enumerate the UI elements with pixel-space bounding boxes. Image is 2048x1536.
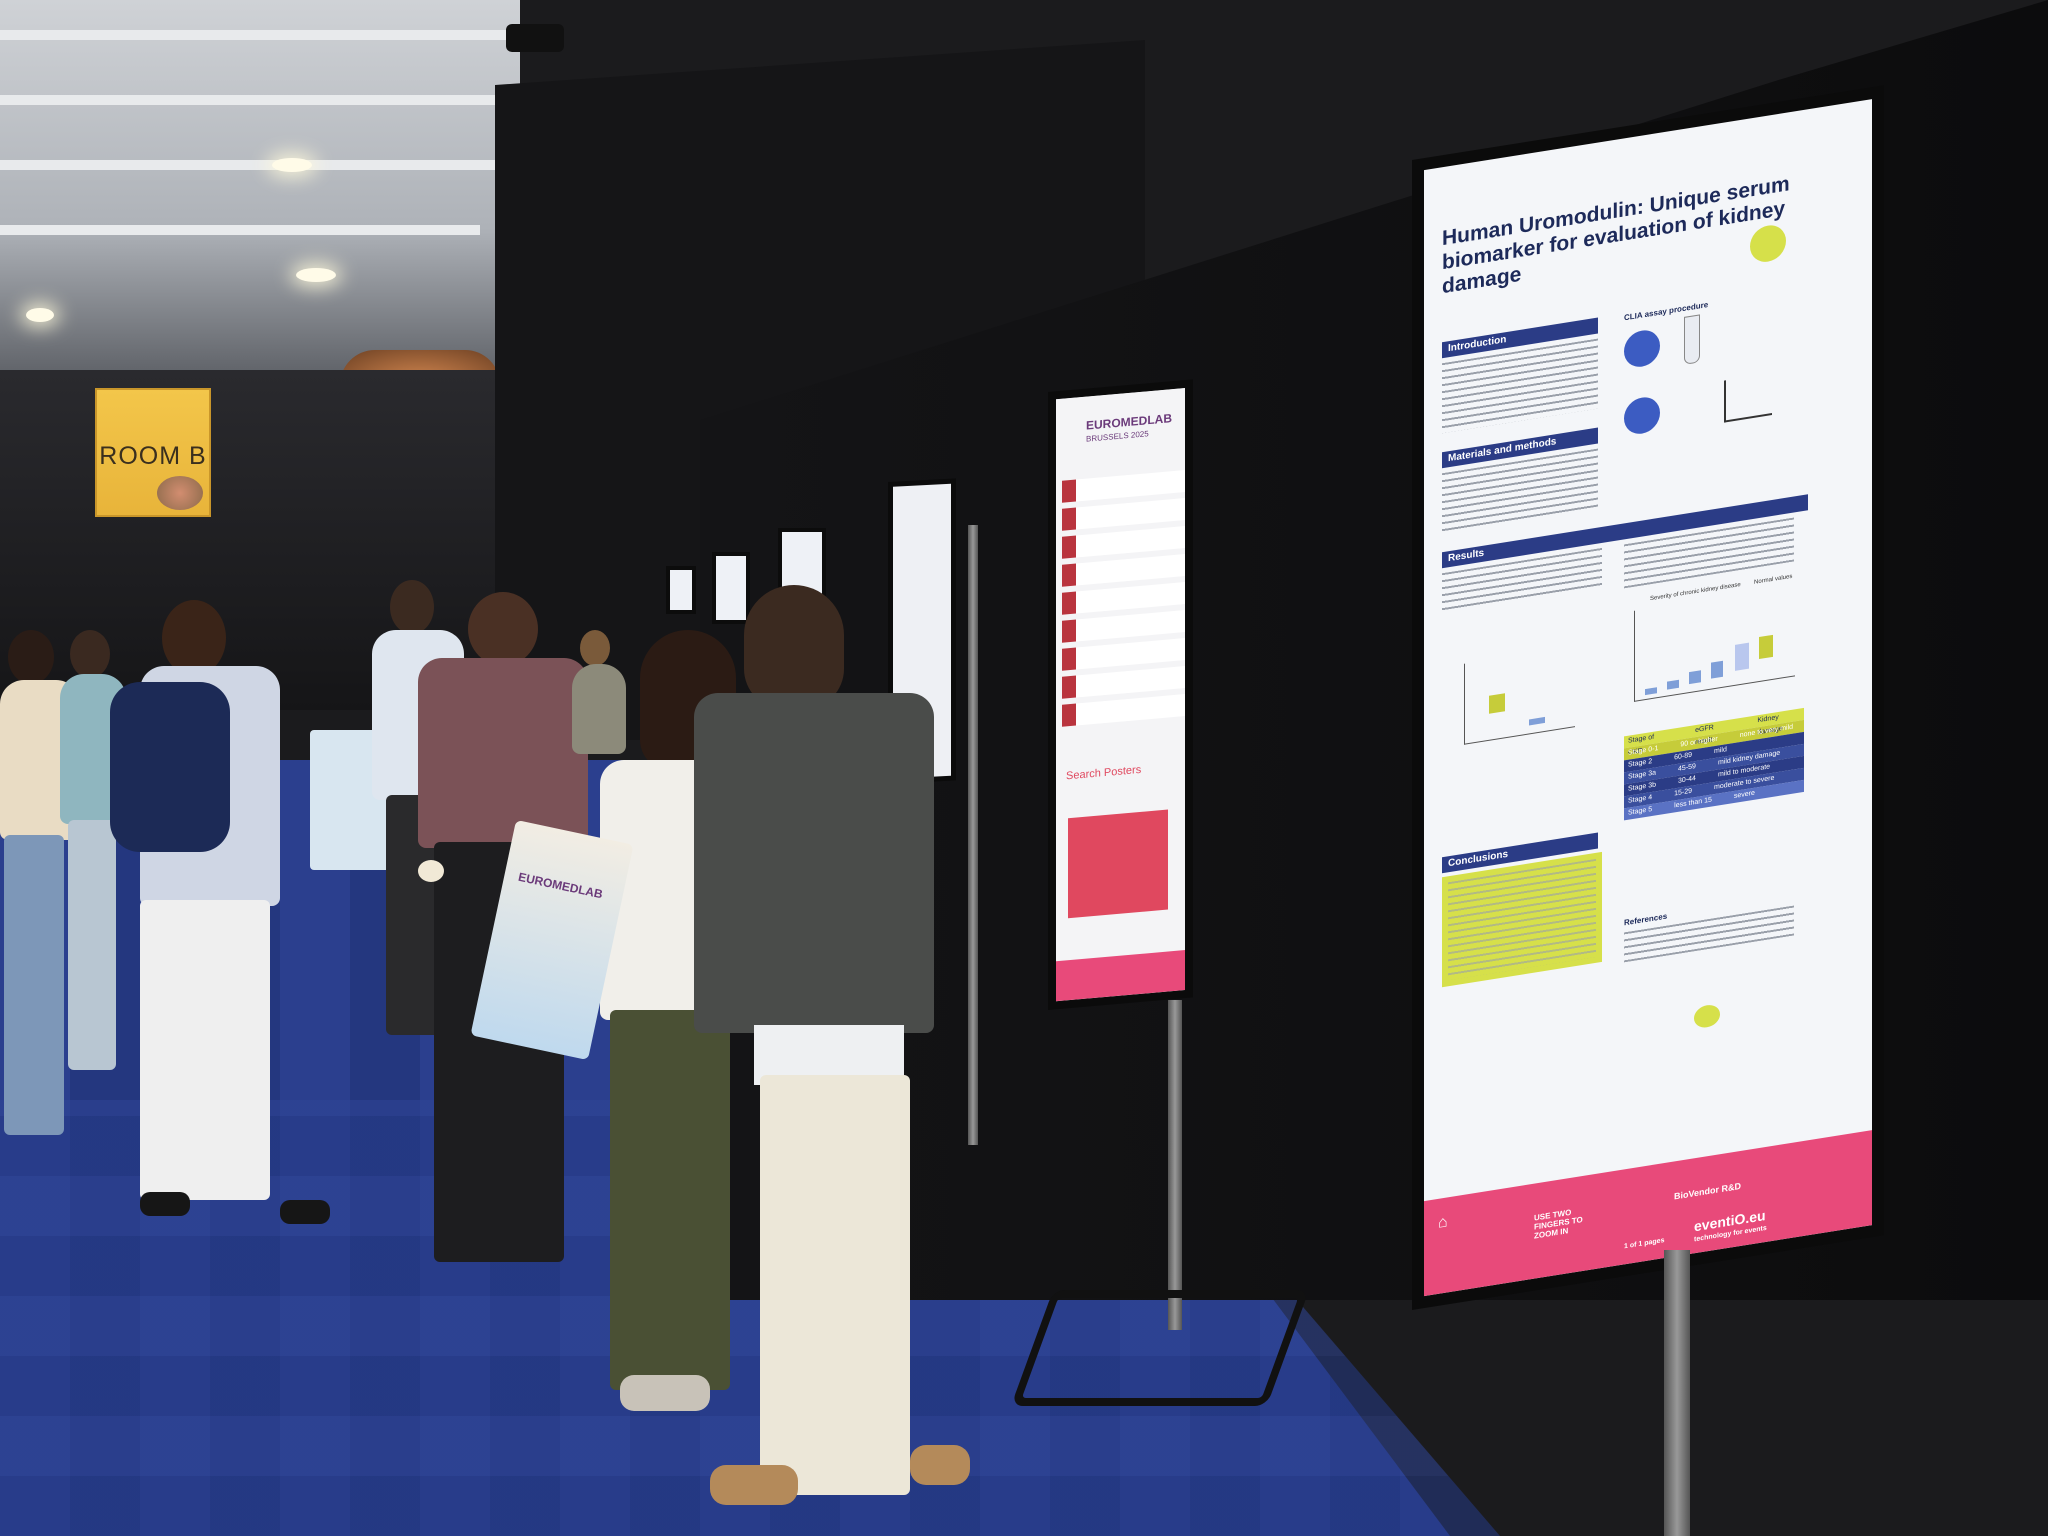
poster-list-item[interactable] — [1062, 497, 1185, 531]
boxplot-box — [1645, 687, 1657, 696]
normal-values-label: Normal values — [1754, 573, 1793, 586]
poster-list-item[interactable] — [1062, 637, 1185, 671]
boxplot-box — [1667, 679, 1679, 690]
poster-screen-second: EUROMEDLAB BRUSSELS 2025 Search Posters — [1048, 379, 1193, 1010]
zoom-hint: USE TWO FINGERS TO ZOOM IN — [1534, 1207, 1583, 1241]
poster-list-item[interactable] — [1062, 609, 1185, 643]
ceiling-beam — [0, 95, 520, 105]
shoe — [280, 1200, 330, 1224]
tote-bag-label: EUROMEDLAB — [516, 869, 605, 902]
index-header-title: EUROMEDLAB — [1086, 411, 1172, 433]
boxplot-box — [1529, 716, 1545, 726]
boxplot-box — [1711, 660, 1723, 679]
poster-screen-main: Human Uromodulin: Unique serum biomarker… — [1412, 85, 1884, 1310]
screen-stand-pole — [968, 525, 978, 1145]
ceiling-light — [272, 158, 312, 172]
poster-list-item[interactable] — [1062, 553, 1185, 587]
flash-signal-graph — [1724, 372, 1772, 423]
conclusions-text — [1448, 858, 1596, 981]
poster-list-item[interactable] — [1062, 693, 1185, 727]
ceiling-beam — [0, 30, 520, 40]
cup-on-floor — [418, 860, 444, 882]
boxplot-box — [1489, 693, 1505, 714]
distant-poster-screen — [712, 552, 750, 624]
on-screen-keyboard[interactable] — [1068, 809, 1168, 919]
section-references: References — [1624, 911, 1668, 928]
poster-list-item[interactable] — [1062, 525, 1185, 559]
poster-list-item[interactable] — [1062, 665, 1185, 699]
screen-stand-pole — [1168, 1000, 1182, 1330]
brand-logo: BioVendor R&D — [1674, 1180, 1742, 1202]
shoe — [140, 1192, 190, 1216]
home-icon[interactable]: ⌂ — [1438, 1213, 1448, 1232]
shoe — [710, 1465, 798, 1505]
healthy-vs-ckd-chart — [1464, 646, 1575, 745]
ceiling-beam — [0, 160, 500, 170]
ceiling — [0, 0, 520, 380]
conclusions-box — [1442, 851, 1602, 988]
room-sign-label: ROOM B — [99, 442, 207, 470]
poster-display[interactable]: Human Uromodulin: Unique serum biomarker… — [1424, 99, 1872, 1297]
ceiling-light — [26, 308, 54, 322]
page-info: 1 of 1 pages — [1624, 1237, 1665, 1251]
boxplot-box — [1735, 642, 1749, 671]
distant-poster-screen — [666, 566, 696, 614]
room-sign-illustration — [157, 476, 203, 510]
ckd-stage-table: Stage of CKD eGFR result Kidney damage S… — [1624, 707, 1804, 821]
ceiling-camera — [506, 24, 564, 52]
decorative-blob — [1694, 1003, 1720, 1030]
boxplot-box — [1689, 670, 1701, 685]
ceiling-beam — [0, 225, 480, 235]
search-posters-title: Search Posters — [1066, 763, 1142, 783]
measurement-particle-icon — [1624, 394, 1660, 437]
screen-stand-base — [1010, 1290, 1310, 1406]
sneaker — [620, 1375, 710, 1411]
poster-list-item[interactable] — [1062, 469, 1185, 503]
screen-stand-pole — [1664, 1250, 1690, 1536]
room-sign: ROOM B — [95, 388, 211, 517]
boxplot-chart — [1634, 585, 1795, 702]
backpack — [110, 682, 230, 852]
test-tube-icon — [1684, 314, 1700, 365]
index-header: EUROMEDLAB BRUSSELS 2025 — [1056, 388, 1185, 470]
boxplot-box — [1759, 634, 1773, 660]
index-footer-bar — [1056, 950, 1185, 1002]
shoe — [910, 1445, 970, 1485]
antibody-particle-icon — [1624, 327, 1660, 370]
poster-index-display[interactable]: EUROMEDLAB BRUSSELS 2025 Search Posters — [1056, 388, 1185, 1002]
poster-list-item[interactable] — [1062, 581, 1185, 615]
ceiling-light — [296, 268, 336, 282]
